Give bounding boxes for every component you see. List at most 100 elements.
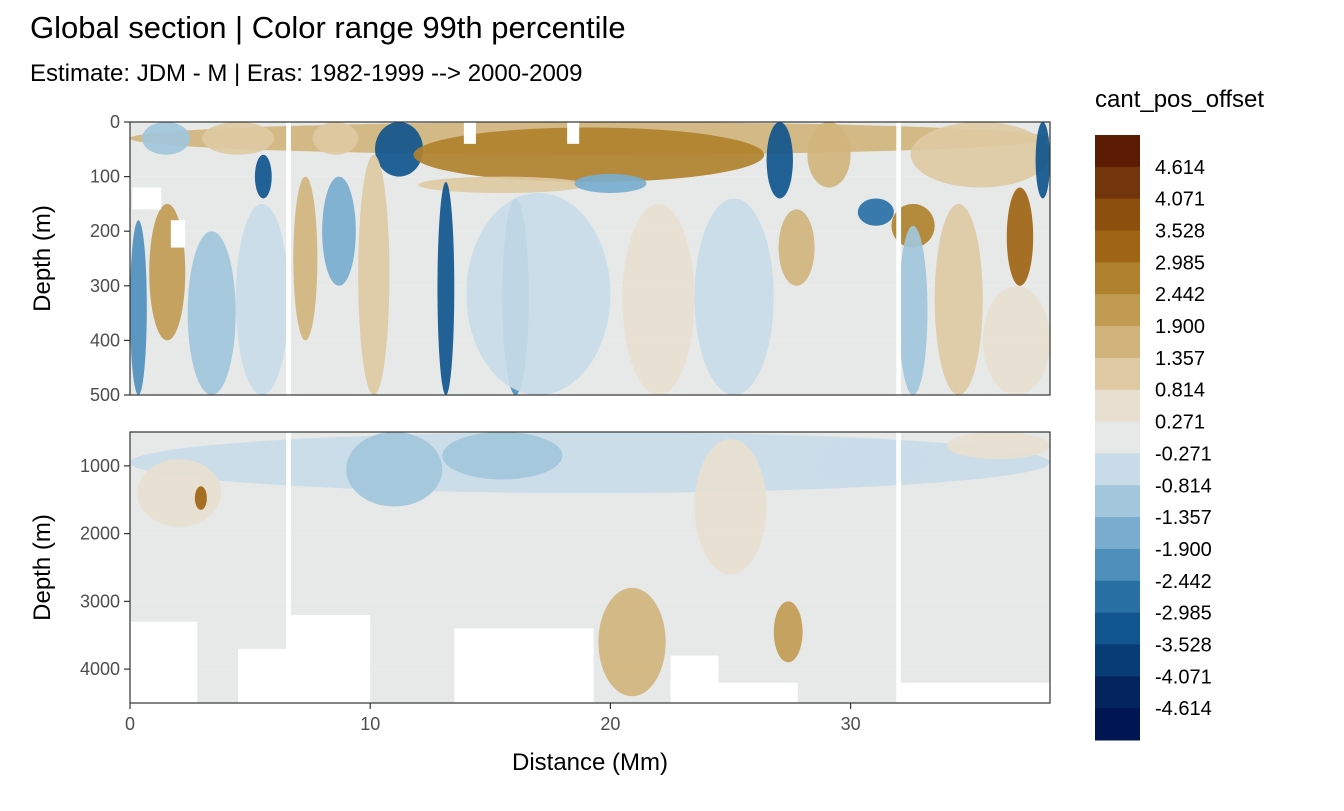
field-region bbox=[137, 459, 222, 527]
field-region bbox=[130, 220, 147, 395]
field-region bbox=[1006, 187, 1034, 286]
y-tick-label: 2000 bbox=[80, 524, 120, 544]
field-region bbox=[312, 122, 359, 155]
field-region bbox=[694, 438, 767, 575]
field-region bbox=[1035, 122, 1050, 199]
field-region bbox=[598, 587, 666, 697]
legend-label: 1.357 bbox=[1155, 348, 1205, 370]
no-data-region bbox=[238, 648, 287, 703]
panel-border-upper bbox=[129, 121, 1051, 396]
no-data-region bbox=[896, 432, 902, 703]
legend-label: -0.814 bbox=[1155, 475, 1212, 497]
field-region bbox=[235, 203, 289, 395]
legend-label: -2.442 bbox=[1155, 571, 1212, 593]
field-region bbox=[194, 486, 207, 510]
y-axis-label: Depth (m) bbox=[29, 205, 56, 312]
legend-color-band bbox=[1095, 453, 1140, 486]
no-data-region bbox=[454, 628, 594, 703]
no-data-region bbox=[130, 621, 198, 703]
no-data-region bbox=[901, 682, 1050, 703]
legend-label: -1.357 bbox=[1155, 507, 1212, 529]
legend-label: -3.528 bbox=[1155, 634, 1212, 656]
legend-label: -4.614 bbox=[1155, 698, 1212, 720]
legend-color-band bbox=[1095, 644, 1140, 677]
y-tick-label: 500 bbox=[90, 385, 120, 405]
field-region bbox=[142, 122, 191, 155]
field-region bbox=[934, 203, 983, 395]
legend-color-band bbox=[1095, 548, 1140, 582]
legend-label: 2.985 bbox=[1155, 252, 1205, 274]
y-tick-label: 4000 bbox=[80, 659, 120, 679]
legend-label: -1.900 bbox=[1155, 539, 1212, 561]
field-region bbox=[358, 154, 390, 395]
field-region bbox=[694, 198, 774, 395]
x-tick-label: 20 bbox=[600, 714, 620, 734]
legend-label: 1.900 bbox=[1155, 316, 1205, 338]
legend-color-band bbox=[1095, 389, 1140, 423]
field-region bbox=[346, 432, 443, 507]
legend-color-band bbox=[1095, 708, 1140, 741]
field-region bbox=[807, 122, 851, 188]
field-region bbox=[375, 122, 424, 177]
legend-label: -0.271 bbox=[1155, 443, 1212, 465]
legend-color-band bbox=[1095, 676, 1140, 709]
legend-color-band bbox=[1095, 517, 1140, 550]
field-region bbox=[857, 198, 894, 226]
field-region bbox=[816, 438, 923, 487]
legend-color-band bbox=[1095, 421, 1140, 454]
legend-color-band bbox=[1095, 294, 1140, 327]
y-tick-label: 300 bbox=[90, 276, 120, 296]
legend-label: -4.071 bbox=[1155, 666, 1212, 688]
y-tick-label: 3000 bbox=[80, 591, 120, 611]
x-tick-label: 10 bbox=[360, 714, 380, 734]
legend-label: 0.814 bbox=[1155, 380, 1205, 402]
no-data-region bbox=[290, 614, 371, 703]
no-data-region bbox=[567, 122, 580, 144]
no-data-region bbox=[463, 122, 476, 144]
field-region bbox=[442, 432, 563, 480]
legend-color-band bbox=[1095, 485, 1140, 518]
legend-label: -2.985 bbox=[1155, 603, 1212, 625]
legend-color-band bbox=[1095, 166, 1140, 200]
field-region bbox=[622, 203, 695, 395]
field-region bbox=[466, 192, 611, 395]
legend-color-band bbox=[1095, 198, 1140, 232]
field-group-lower bbox=[130, 432, 1050, 703]
field-region bbox=[898, 225, 928, 395]
legend-color-band bbox=[1095, 230, 1140, 263]
chart-subtitle: Estimate: JDM - M | Eras: 1982-1999 --> … bbox=[30, 60, 583, 87]
no-data-region bbox=[170, 220, 186, 248]
legend-label: 2.442 bbox=[1155, 284, 1205, 306]
x-axis-label: Distance (Mm) bbox=[512, 749, 668, 776]
no-data-region bbox=[286, 122, 291, 395]
legend-color-band bbox=[1095, 135, 1140, 168]
field-region bbox=[946, 432, 1050, 460]
legend-color-band bbox=[1095, 580, 1140, 614]
field-region bbox=[437, 182, 455, 395]
legend-color-band bbox=[1095, 326, 1140, 359]
legend-color-band bbox=[1095, 262, 1140, 295]
field-region bbox=[418, 176, 587, 193]
legend-label: 0.271 bbox=[1155, 412, 1205, 434]
legend-title: cant_pos_offset bbox=[1095, 86, 1265, 113]
legend-label: 4.071 bbox=[1155, 189, 1205, 211]
x-tick-label: 0 bbox=[125, 714, 135, 734]
field-region bbox=[202, 122, 275, 155]
field-region bbox=[254, 154, 272, 199]
y-tick-label: 400 bbox=[90, 330, 120, 350]
field-region bbox=[778, 209, 815, 286]
no-data-region bbox=[896, 122, 902, 395]
legend-label: 4.614 bbox=[1155, 157, 1205, 179]
y-axis-label: Depth (m) bbox=[29, 514, 56, 621]
legend-color-band bbox=[1095, 357, 1140, 391]
y-tick-label: 0 bbox=[110, 112, 120, 132]
field-region bbox=[766, 122, 793, 199]
no-data-region bbox=[670, 655, 719, 703]
legend-color-band bbox=[1095, 612, 1140, 645]
y-tick-label: 200 bbox=[90, 221, 120, 241]
legend-label: 3.528 bbox=[1155, 221, 1205, 243]
x-tick-label: 30 bbox=[841, 714, 861, 734]
field-region bbox=[773, 601, 803, 663]
